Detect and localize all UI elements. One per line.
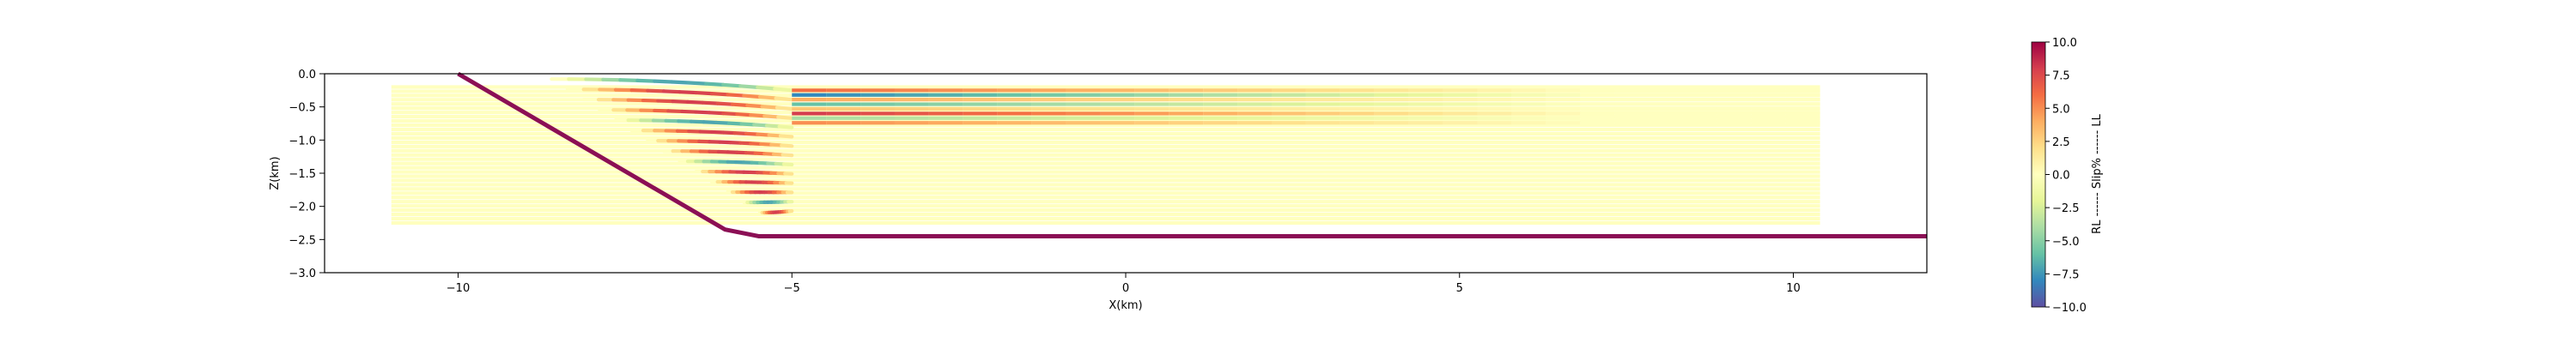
slip-curve-segment xyxy=(760,105,780,110)
y-tick-label: −2.0 xyxy=(289,202,316,214)
slip-curve-segment xyxy=(726,93,746,98)
slip-curve-segment xyxy=(677,90,698,95)
y-tick-label: −0.5 xyxy=(289,102,316,115)
slip-curve-segment xyxy=(732,131,749,135)
slip-curve-segment xyxy=(777,124,794,129)
slip-curve-segment xyxy=(701,100,720,105)
slip-curve-segment xyxy=(671,99,690,104)
slip-curve-segment xyxy=(689,119,706,124)
colorbar xyxy=(2031,41,2046,308)
slip-curve-segment xyxy=(757,94,778,100)
slip-curve-segment xyxy=(721,82,743,88)
slip-curve-segment xyxy=(738,84,760,89)
y-tick-label: −1.5 xyxy=(289,168,316,181)
colorbar-tick-label: 10.0 xyxy=(2052,37,2077,50)
x-axis-label: X(km) xyxy=(1109,299,1142,312)
slip-curve-segment xyxy=(781,162,794,167)
x-tick-label: 0 xyxy=(1122,282,1129,295)
slip-curve-segment xyxy=(708,111,726,116)
colorbar-ticks: 10.0 7.5 5.0 2.5 0.0 −2.5 −5.0 −7.5 −10.0 xyxy=(2045,37,2087,315)
colorbar-tick-label: −10.0 xyxy=(2052,302,2087,315)
slip-curve-segment xyxy=(739,122,756,127)
x-tick-label: −5 xyxy=(784,282,800,295)
colorbar-tick-label: −5.0 xyxy=(2052,236,2080,249)
x-tick-label: 5 xyxy=(1456,282,1463,295)
slip-curve-segment xyxy=(694,110,712,115)
slip-curve-segment xyxy=(721,130,737,135)
colorbar-tick-label: 0.0 xyxy=(2052,170,2070,183)
slip-curve-segment xyxy=(781,153,794,158)
colorbar-tick-label: 7.5 xyxy=(2052,70,2070,83)
colorbar-tick-label: −7.5 xyxy=(2052,268,2080,281)
colorbar-tick-label: −2.5 xyxy=(2052,202,2080,215)
slip-curve-segment xyxy=(704,81,726,87)
x-tick-label: −10 xyxy=(447,282,470,295)
slip-curve-segment xyxy=(756,85,777,91)
slip-curve-segment xyxy=(742,93,762,99)
colorbar-tick-label: 2.5 xyxy=(2052,136,2070,149)
y-tick-label: −1.0 xyxy=(289,135,316,147)
slip-curve-segment xyxy=(653,79,674,84)
slip-curve-segment xyxy=(661,89,682,94)
slip-curve-segment xyxy=(685,99,705,105)
slip-curve-segment xyxy=(780,143,794,148)
slip-curve-segment xyxy=(778,134,794,139)
slip-curve-segment xyxy=(774,96,794,102)
y-tick-label: −2.5 xyxy=(289,234,316,247)
slip-curve-segment xyxy=(752,123,769,128)
slip-curve-segment xyxy=(702,120,719,125)
slip-curve-segment xyxy=(764,123,781,129)
slip-curve-segment xyxy=(726,121,744,126)
slip-curve-segment xyxy=(762,114,781,119)
slip-curve-segment xyxy=(715,101,735,106)
slip-curve-segment xyxy=(744,131,760,136)
slip-curve-segment xyxy=(656,99,675,104)
slip-curve-segment xyxy=(709,129,726,135)
y-tick-label: −3.0 xyxy=(289,268,316,280)
slip-curve-segment xyxy=(629,88,650,93)
slip-curve-segment xyxy=(749,113,767,118)
x-tick-label: 10 xyxy=(1786,282,1801,295)
slip-curve-segment xyxy=(767,133,783,138)
slip-curve-segment xyxy=(646,88,666,93)
slip-curve-segment xyxy=(709,92,730,97)
y-axis: 0.0 −0.5 −1.0 −1.5 −2.0 −2.5 −3.0 xyxy=(289,69,325,280)
colorbar-label: RL ------ Slip% ------ LL xyxy=(2091,113,2104,233)
colorbar-tick-label: 5.0 xyxy=(2052,103,2070,116)
slip-curve-segment xyxy=(670,80,691,85)
slip-curve-segment xyxy=(721,111,739,117)
slip-curve-segment xyxy=(618,78,640,82)
x-axis: −10 −5 0 5 10 xyxy=(447,273,1801,295)
slip-curve-segment xyxy=(775,105,794,111)
plot-area xyxy=(391,71,1927,238)
slip-curve-segment xyxy=(687,81,708,86)
slip-curve-segment xyxy=(735,111,753,117)
main-fault-line xyxy=(457,71,1927,238)
y-axis-label: Z(km) xyxy=(269,156,282,190)
y-tick-label: 0.0 xyxy=(298,69,316,81)
slip-curve-segment xyxy=(745,103,764,109)
slip-curve-segment xyxy=(773,87,794,93)
slip-curve-segment xyxy=(680,109,698,114)
